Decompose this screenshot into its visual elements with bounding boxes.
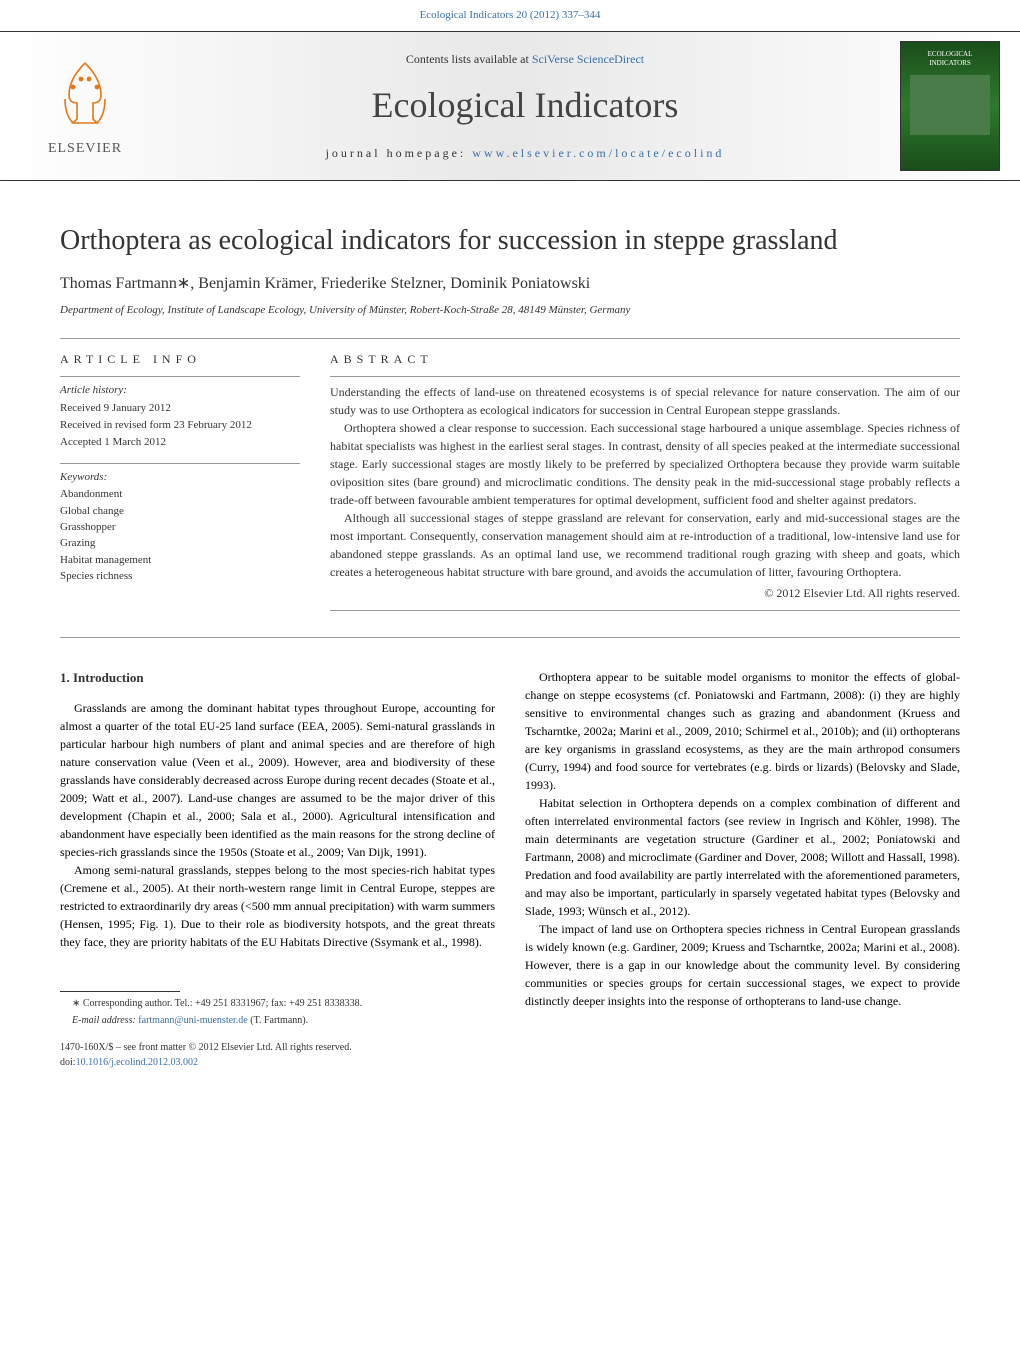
abstract-copyright: © 2012 Elsevier Ltd. All rights reserved… [330, 585, 960, 602]
history-label: Article history: [60, 383, 300, 398]
elsevier-text: ELSEVIER [48, 139, 122, 159]
history-block: Article history: Received 9 January 2012… [60, 383, 300, 451]
keyword: Grasshopper [60, 520, 300, 535]
article-title: Orthoptera as ecological indicators for … [60, 221, 960, 260]
doi-line: doi:10.1016/j.ecolind.2012.03.002 [60, 1055, 495, 1070]
issn-line: 1470-160X/$ – see front matter © 2012 El… [60, 1040, 495, 1055]
body-paragraph: Habitat selection in Orthoptera depends … [525, 794, 960, 920]
article-info: article info Article history: Received 9… [60, 351, 300, 617]
abstract-p3: Although all successional stages of step… [330, 509, 960, 581]
info-heading: article info [60, 351, 300, 368]
footnote-divider [60, 991, 180, 992]
homepage-link[interactable]: www.elsevier.com/locate/ecolind [472, 146, 724, 160]
abstract-bottom-divider [330, 610, 960, 611]
body-paragraph: The impact of land use on Orthoptera spe… [525, 920, 960, 1010]
contents-prefix: Contents lists available at [406, 52, 532, 66]
doi-link[interactable]: 10.1016/j.ecolind.2012.03.002 [76, 1057, 199, 1068]
received-date: Received 9 January 2012 [60, 401, 300, 416]
info-divider [60, 376, 300, 377]
keywords-list: Abandonment Global change Grasshopper Gr… [60, 487, 300, 584]
content-columns: 1. Introduction Grasslands are among the… [60, 668, 960, 1071]
cover-title: ECOLOGICAL INDICATORS [909, 50, 991, 67]
authors: Thomas Fartmann∗, Benjamin Krämer, Fried… [60, 273, 960, 295]
body-paragraph: Orthoptera appear to be suitable model o… [525, 668, 960, 794]
homepage-prefix: journal homepage: [326, 146, 473, 160]
section-heading: 1. Introduction [60, 668, 495, 688]
body-paragraph: Among semi-natural grasslands, steppes b… [60, 861, 495, 951]
email-label: E-mail address: [72, 1015, 138, 1026]
abstract-p2: Orthoptera showed a clear response to su… [330, 419, 960, 509]
abstract-p1: Understanding the effects of land-use on… [330, 383, 960, 419]
email-suffix: (T. Fartmann). [248, 1015, 308, 1026]
journal-title: Ecological Indicators [150, 80, 900, 130]
footer-section: ∗ Corresponding author. Tel.: +49 251 83… [60, 991, 495, 1070]
elsevier-logo: ELSEVIER [20, 41, 150, 171]
doi-prefix: doi: [60, 1057, 76, 1068]
info-divider [60, 463, 300, 464]
keyword: Habitat management [60, 553, 300, 568]
keyword: Grazing [60, 536, 300, 551]
keyword: Abandonment [60, 487, 300, 502]
divider [60, 338, 960, 339]
contents-line: Contents lists available at SciVerse Sci… [150, 51, 900, 68]
sciencedirect-link[interactable]: SciVerse ScienceDirect [532, 52, 644, 66]
abstract-text: Understanding the effects of land-use on… [330, 383, 960, 581]
email-footnote: E-mail address: fartmann@uni-muenster.de… [60, 1013, 495, 1028]
header-citation: Ecological Indicators 20 (2012) 337–344 [0, 0, 1020, 31]
keyword: Species richness [60, 569, 300, 584]
right-column: Orthoptera appear to be suitable model o… [525, 668, 960, 1071]
main-divider [60, 637, 960, 638]
banner-center: Contents lists available at SciVerse Sci… [150, 51, 900, 161]
info-abstract-row: article info Article history: Received 9… [60, 351, 960, 617]
keywords-label: Keywords: [60, 470, 300, 485]
accepted-date: Accepted 1 March 2012 [60, 435, 300, 450]
body-paragraph: Grasslands are among the dominant habita… [60, 699, 495, 861]
abstract-section: abstract Understanding the effects of la… [330, 351, 960, 617]
revised-date: Received in revised form 23 February 201… [60, 418, 300, 433]
corresponding-author: ∗ Corresponding author. Tel.: +49 251 83… [60, 996, 495, 1011]
journal-cover: ECOLOGICAL INDICATORS [900, 41, 1000, 171]
elsevier-tree-icon [45, 55, 125, 135]
keywords-block: Keywords: Abandonment Global change Gras… [60, 470, 300, 585]
cover-image [910, 75, 990, 135]
left-column: 1. Introduction Grasslands are among the… [60, 668, 495, 1071]
keyword: Global change [60, 504, 300, 519]
citation-link[interactable]: Ecological Indicators 20 (2012) 337–344 [420, 9, 601, 21]
abstract-divider [330, 376, 960, 377]
homepage-line: journal homepage: www.elsevier.com/locat… [150, 145, 900, 162]
affiliation: Department of Ecology, Institute of Land… [60, 303, 960, 318]
abstract-heading: abstract [330, 351, 960, 368]
journal-banner: ELSEVIER Contents lists available at Sci… [0, 31, 1020, 181]
email-link[interactable]: fartmann@uni-muenster.de [138, 1015, 247, 1026]
article-content: Orthoptera as ecological indicators for … [0, 181, 1020, 1100]
